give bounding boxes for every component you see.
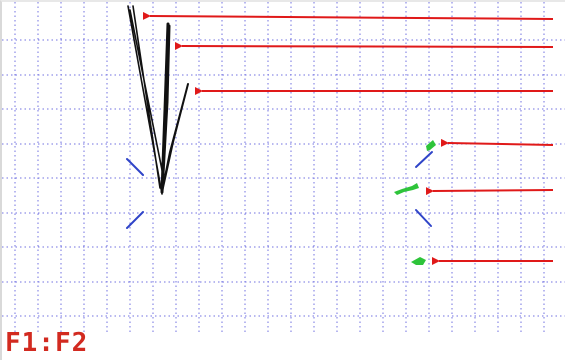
trace-line-3	[161, 83, 189, 193]
arrow-group	[142, 11, 554, 265]
signal-blip-1	[426, 140, 436, 151]
status-label: F1:F2	[5, 328, 89, 358]
pointer-arrow-1	[142, 11, 554, 20]
crosshair-marker-left	[126, 158, 144, 229]
signal-blip-3	[411, 257, 426, 265]
signal-blip-2	[394, 183, 419, 195]
trace-group	[127, 5, 189, 195]
grid	[2, 2, 565, 332]
signal-group	[394, 140, 436, 265]
pointer-arrow-2	[174, 41, 554, 50]
trace-line-1	[127, 5, 165, 195]
crosshair-marker-right	[415, 151, 433, 227]
pointer-arrow-5	[425, 187, 554, 196]
pointer-arrow-4	[440, 138, 554, 147]
